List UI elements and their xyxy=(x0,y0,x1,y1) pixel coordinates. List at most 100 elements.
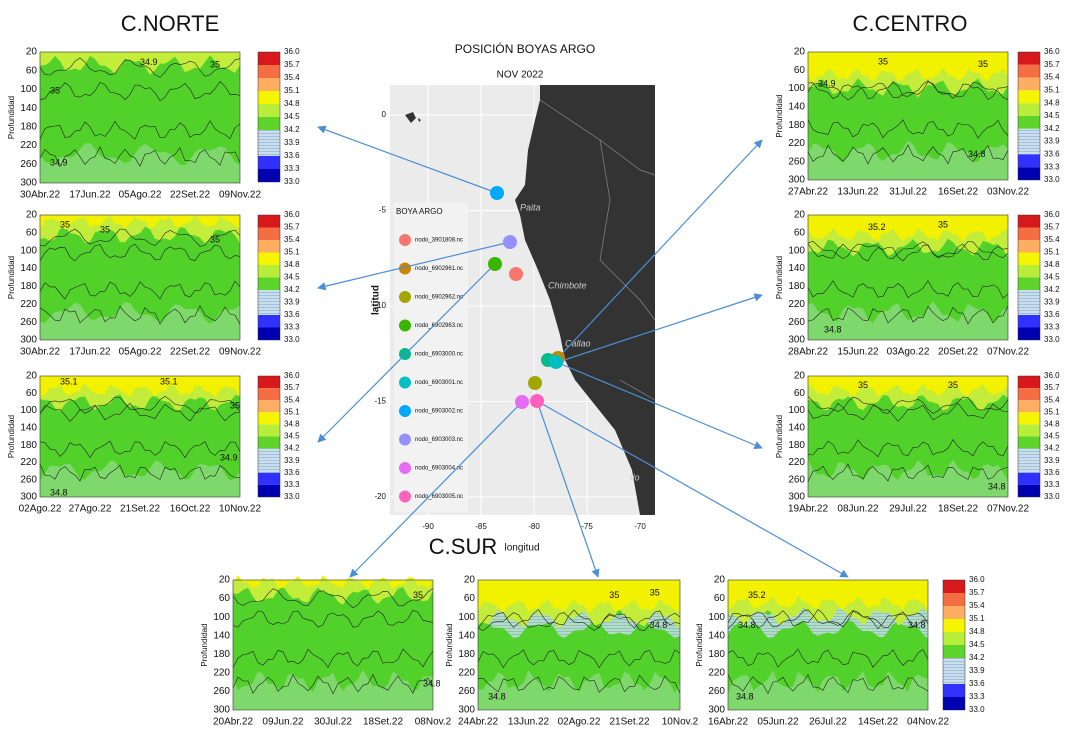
x-tick-label: 05Ago.22 xyxy=(119,190,162,201)
plot-frame xyxy=(807,51,1009,181)
contour-line xyxy=(39,57,241,78)
x-tick-label: 30Abr.22 xyxy=(20,190,60,201)
x-tick-label: 18Set.22 xyxy=(363,717,403,728)
x-tick-label: 30Abr.22 xyxy=(20,347,60,358)
contour-label: 35 xyxy=(878,57,888,67)
legend-dot xyxy=(399,405,411,417)
colorbar-band xyxy=(1018,64,1040,78)
y-tick-label: 140 xyxy=(20,263,37,274)
colorbar-label: 35.4 xyxy=(284,235,300,244)
colorbar-band xyxy=(258,472,280,485)
y-tick-label: 20 xyxy=(26,371,38,382)
section-title: C.SUR xyxy=(429,534,497,559)
colorbar-label: 33.3 xyxy=(1044,323,1060,332)
colorbar-label: 33.0 xyxy=(284,492,300,501)
y-tick-label: 140 xyxy=(20,422,37,433)
contour-line xyxy=(807,240,1009,260)
contour-line xyxy=(477,612,681,632)
contour-label: 35 xyxy=(210,234,220,244)
colorbar-band xyxy=(1018,460,1040,473)
plot-frame xyxy=(232,579,434,711)
x-tick-label: 04Nov.22 xyxy=(907,717,950,728)
x-tick-label: 07Nov.22 xyxy=(987,504,1030,515)
contour-lower xyxy=(478,670,680,710)
colorbar-label: 34.2 xyxy=(1044,285,1060,294)
y-tick-label: 140 xyxy=(788,263,805,274)
colorbar-band xyxy=(258,156,280,169)
legend-dot xyxy=(399,262,411,275)
buoy xyxy=(549,355,563,369)
colorbar-band xyxy=(943,632,965,645)
y-tick-label: 220 xyxy=(20,457,37,468)
x-tick-label: 20Set.22 xyxy=(938,347,978,358)
colorbar-label: 35.7 xyxy=(284,223,300,232)
contour-label: 35 xyxy=(230,401,240,411)
colorbar-band xyxy=(1018,424,1040,437)
colorbar-frame xyxy=(942,579,966,711)
contour-label: 34.8 xyxy=(968,149,986,159)
colorbar-band xyxy=(258,91,280,104)
x-tick-label: 03Ago.22 xyxy=(887,347,930,358)
colorbar-label: 35.1 xyxy=(1044,248,1060,257)
colorbar-band xyxy=(1018,376,1040,389)
x-tick-label: 20Abr.22 xyxy=(213,717,253,728)
colorbar-band xyxy=(258,277,280,290)
contour-line xyxy=(807,80,1009,101)
y-tick-label: 140 xyxy=(708,630,725,641)
contour-line xyxy=(39,396,241,414)
y-tick-label: 20 xyxy=(714,575,726,586)
contour-label: 35 xyxy=(210,59,220,69)
contour-top xyxy=(728,580,928,612)
contour-lower xyxy=(40,301,240,340)
colorbar-label: 34.5 xyxy=(284,432,300,441)
y-tick-label: 300 xyxy=(708,705,725,716)
x-tick-label: 29Jul.22 xyxy=(889,504,927,515)
colorbar-band xyxy=(258,227,280,240)
y-tick-label: 300 xyxy=(213,705,230,716)
y-tick-label: 20 xyxy=(219,575,231,586)
y-tick-label: 20 xyxy=(794,371,806,382)
colorbar-label: 35.1 xyxy=(1044,407,1060,416)
x-tick-label: 08Jun.22 xyxy=(837,504,879,515)
colorbar-band xyxy=(1018,77,1040,91)
contour-line xyxy=(39,463,241,482)
colorbar-label: 35.7 xyxy=(284,60,300,69)
colorbar-band xyxy=(943,697,965,710)
colorbar-band xyxy=(258,52,280,65)
y-tick-label: 60 xyxy=(464,593,476,604)
y-tick-label: 300 xyxy=(788,492,805,503)
colorbar-label: 33.6 xyxy=(284,468,300,477)
colorbar-label: 35.4 xyxy=(284,395,300,404)
x-tick-label: 13Jun.22 xyxy=(508,717,550,728)
colorbar-band xyxy=(1018,141,1040,155)
contour-lower xyxy=(233,669,433,710)
arrow xyxy=(536,400,600,578)
buoy xyxy=(509,267,523,281)
colorbar-label: 36.0 xyxy=(284,210,300,219)
place-label: Paita xyxy=(520,202,541,212)
contour-top xyxy=(40,376,240,398)
legend-label: nodo_6903001.nc xyxy=(415,380,463,386)
colorbar-band xyxy=(258,252,280,265)
contour-line xyxy=(477,649,681,669)
x-tick-label: 05Jun.22 xyxy=(757,717,799,728)
y-tick-label: 180 xyxy=(458,649,475,660)
colorbar-label: 36.0 xyxy=(1044,47,1060,56)
colorbar-frame xyxy=(1017,214,1041,341)
contour-line xyxy=(807,243,1009,262)
colorbar-label: 33.3 xyxy=(284,480,300,489)
y-tick-label: 300 xyxy=(20,492,37,503)
plot-frame xyxy=(807,375,1009,498)
colorbar-frame xyxy=(1017,375,1041,498)
colorbar-frame xyxy=(257,51,281,183)
colorbar-label: 33.0 xyxy=(284,335,300,344)
y-axis-label: Profundidad xyxy=(7,256,16,299)
x-tick-label: 19Abr.22 xyxy=(788,504,828,515)
colorbar-band xyxy=(1018,265,1040,278)
legend-label: nodo_6902962.nc xyxy=(415,295,463,301)
colorbar-label: 33.3 xyxy=(1044,162,1060,171)
map-y-label: latitud xyxy=(371,285,382,315)
colorbar-band xyxy=(1018,52,1040,65)
x-tick-label: 28Abr.22 xyxy=(788,347,828,358)
